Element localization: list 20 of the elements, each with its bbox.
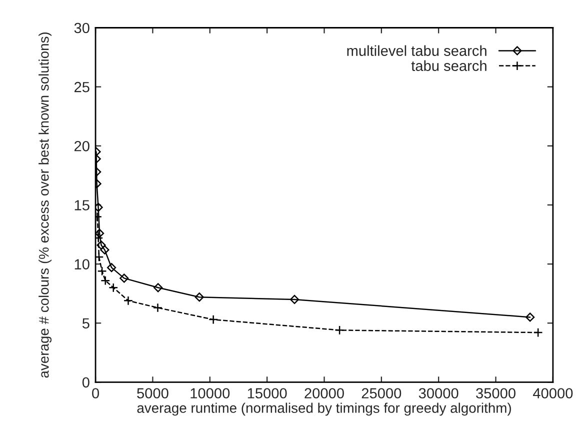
x-tick-label: 5000 (137, 388, 168, 398)
x-tick-label: 10000 (190, 388, 230, 398)
x-tick-label: 20000 (304, 388, 344, 398)
x-tick-label: 15000 (248, 388, 287, 398)
y-tick-label: 30 (74, 22, 90, 34)
x-tick-label: 40000 (533, 388, 573, 398)
y-tick-label: 10 (74, 259, 90, 270)
legend-label: tabu search (411, 60, 486, 72)
x-tick-label: 35000 (476, 388, 516, 398)
x-tick-label: 30000 (418, 388, 458, 398)
y-tick-label: 15 (74, 200, 90, 210)
y-tick-label: 5 (82, 318, 90, 329)
y-tick-label: 20 (74, 140, 90, 152)
legend-label: multilevel tabu search (347, 45, 486, 56)
x-tick-label: 0 (92, 388, 100, 398)
y-tick-label: 0 (82, 377, 90, 388)
y-tick-label: 25 (74, 82, 90, 92)
x-axis-title: average runtime (normalised by timings for greedy algorithm) (137, 402, 511, 416)
x-tick-label: 25000 (362, 388, 402, 398)
y-axis-title: average # colours (% excess over best known solutions) (38, 32, 52, 378)
